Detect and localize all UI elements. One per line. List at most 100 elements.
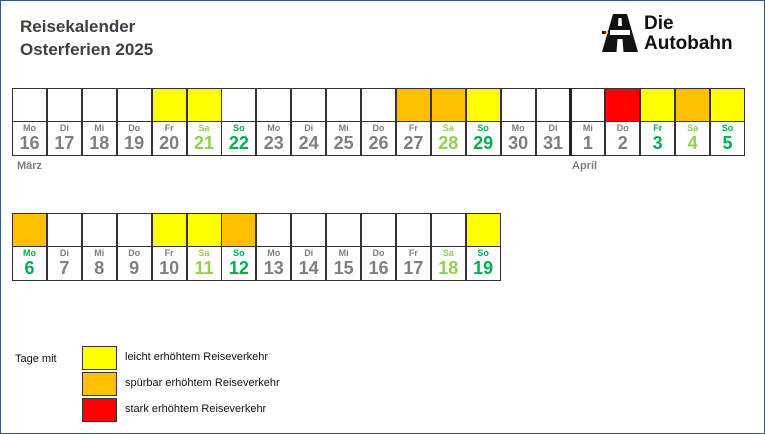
- day-cell-border: [12, 121, 47, 156]
- day-cell-border: [535, 121, 571, 156]
- calendar-day: Mi 1: [570, 88, 606, 156]
- traffic-level-cell: [605, 88, 641, 122]
- day-number: 27: [403, 133, 424, 153]
- day-number: 21: [193, 133, 215, 153]
- day-cell-border: [361, 246, 396, 281]
- weekday-label: Fr: [408, 248, 418, 258]
- weekday-label: Di: [59, 123, 69, 133]
- day-number: 1: [582, 133, 593, 153]
- traffic-level-cell: [256, 213, 292, 247]
- day-number: 5: [722, 133, 733, 153]
- calendar-day: Sa 21: [186, 88, 222, 156]
- calendar-day: Fr 17: [395, 213, 431, 281]
- logo-line-die: Die: [644, 13, 674, 34]
- day-number: 28: [438, 133, 459, 153]
- traffic-level-cell: [12, 213, 47, 247]
- day-cell-border: [81, 246, 117, 281]
- day-cell-border: [291, 246, 327, 281]
- logo-line-autobahn: Autobahn: [644, 33, 733, 54]
- legend-swatch-noticeable: [82, 372, 117, 396]
- day-cell-border: [256, 246, 292, 281]
- day-cell-border: [46, 121, 82, 156]
- traffic-level-cell: [395, 213, 431, 247]
- traffic-level-cell: [570, 88, 606, 122]
- day-cell-border: [710, 121, 745, 156]
- weekday-label: Fr: [653, 123, 663, 133]
- day-number: 4: [687, 133, 698, 153]
- weekday-label: Do: [128, 123, 141, 133]
- day-cell-border: [361, 121, 396, 156]
- day-number: 31: [542, 133, 564, 153]
- day-number: 22: [228, 133, 249, 153]
- day-number: 15: [333, 258, 354, 278]
- calendar-day: Fr 3: [640, 88, 676, 156]
- day-cell-border: [151, 121, 187, 156]
- day-cell-border: [116, 246, 152, 281]
- day-cell-border: [256, 121, 292, 156]
- day-cell-border: [12, 246, 47, 281]
- day-number: 16: [368, 258, 389, 278]
- traffic-level-cell: [186, 88, 222, 122]
- weekday-label: Sa: [198, 248, 210, 258]
- day-cell-border: [570, 121, 606, 156]
- page-title: Reisekalender: [20, 17, 136, 36]
- day-number: 14: [298, 258, 319, 278]
- traffic-level-cell: [116, 213, 152, 247]
- calendar-day: Sa 11: [186, 213, 222, 281]
- traffic-level-cell: [326, 88, 362, 122]
- day-cell-border: [465, 121, 501, 156]
- weekday-label: Mi: [582, 123, 593, 133]
- calendar-day: Fr 10: [151, 213, 187, 281]
- day-cell-border: [500, 121, 536, 156]
- calendar-day: Mo 16: [12, 88, 47, 156]
- calendar-day: Do 19: [116, 88, 152, 156]
- traffic-level-cell: [46, 88, 82, 122]
- weekday-label: Sa: [198, 123, 210, 133]
- calendar-day: Do 26: [361, 88, 396, 156]
- day-number: 17: [54, 133, 75, 153]
- calendar-day: Fr 20: [151, 88, 187, 156]
- traffic-level-cell: [465, 88, 501, 122]
- traffic-level-cell: [151, 213, 187, 247]
- day-number: 17: [403, 258, 424, 278]
- traffic-level-cell: [465, 213, 501, 247]
- day-cell-border: [291, 121, 327, 156]
- legend-label-strong: stark erhöhtem Reiseverkehr: [125, 403, 267, 415]
- traffic-level-cell: [151, 88, 187, 122]
- weekday-label: Mo: [511, 123, 525, 133]
- weekday-label: Do: [372, 123, 385, 133]
- calendar-day: So 12: [221, 213, 257, 281]
- traffic-level-cell: [46, 213, 82, 247]
- month-separator: [569, 88, 573, 156]
- weekday-label: Fr: [408, 123, 418, 133]
- legend-swatch-light: [82, 346, 117, 370]
- calendar-day: Di 14: [291, 213, 327, 281]
- autobahn-road-icon: [602, 14, 638, 52]
- traffic-level-cell: [81, 213, 117, 247]
- weekday-label: Do: [128, 248, 141, 258]
- day-cell-border: [151, 246, 187, 281]
- traffic-level-cell: [361, 88, 396, 122]
- day-number: 12: [228, 258, 249, 278]
- day-cell-border: [46, 246, 82, 281]
- day-cell-border: [395, 121, 431, 156]
- day-number: 8: [94, 258, 105, 278]
- day-number: 29: [473, 133, 494, 153]
- calendar-day: So 29: [465, 88, 501, 156]
- weekday-label: Sa: [687, 123, 699, 133]
- calendar-day: Fr 27: [395, 88, 431, 156]
- day-number: 18: [89, 133, 110, 153]
- traffic-level-cell: [395, 88, 431, 122]
- calendar-day: Do 9: [116, 213, 152, 281]
- weekday-label: Mo: [267, 123, 281, 133]
- weekday-label: So: [233, 123, 245, 133]
- die-autobahn-logo: Die Autobahn: [600, 14, 750, 56]
- traffic-level-cell: [291, 88, 327, 122]
- weekday-label: So: [477, 248, 489, 258]
- calendar-day: So 5: [710, 88, 745, 156]
- day-cell-border: [116, 121, 152, 156]
- month-label-march: März: [17, 160, 43, 172]
- day-number: 3: [652, 133, 663, 153]
- calendar-day: Di 24: [291, 88, 327, 156]
- logo-wordmark: Die Autobahn: [644, 14, 733, 54]
